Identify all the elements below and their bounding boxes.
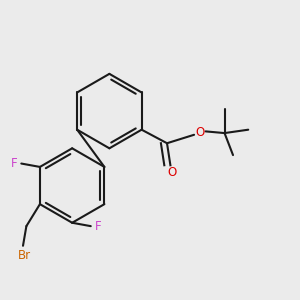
Text: F: F: [95, 220, 101, 232]
Text: O: O: [196, 126, 205, 139]
Text: F: F: [11, 157, 17, 170]
Text: Br: Br: [18, 249, 31, 262]
Text: O: O: [167, 166, 177, 179]
